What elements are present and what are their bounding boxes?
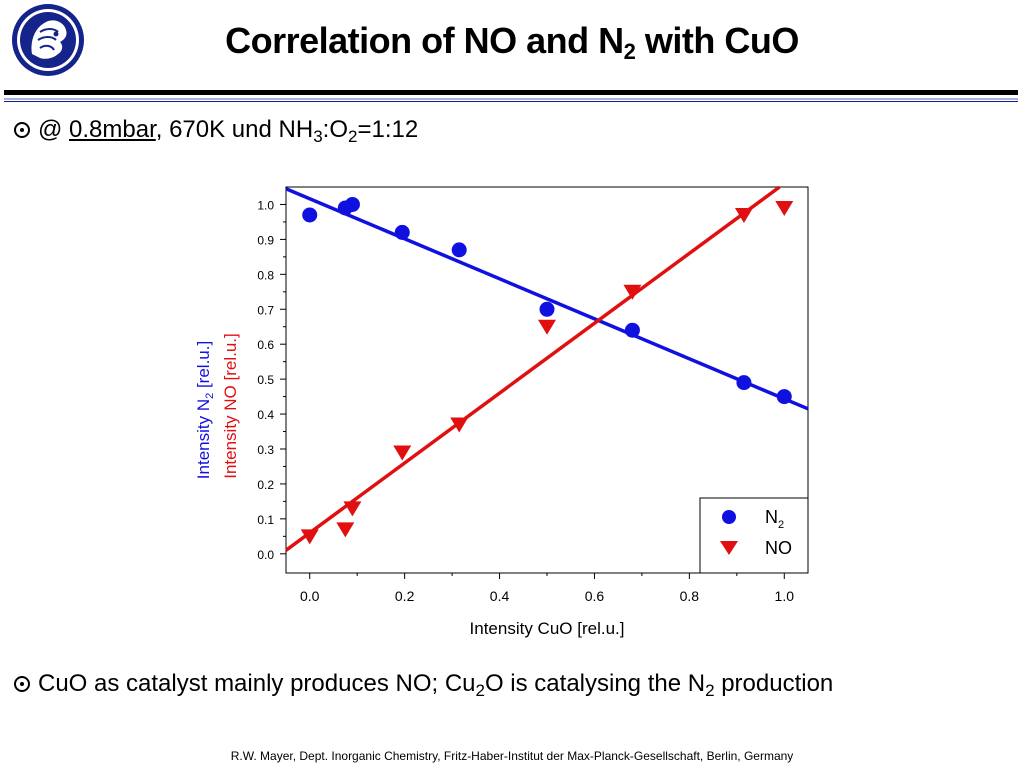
point-no [343, 501, 362, 517]
header-rule-dark [4, 101, 1018, 102]
point-n2 [776, 389, 792, 405]
legend-box [699, 497, 809, 574]
point-no [393, 445, 412, 461]
y-tick-label: 0.7 [257, 303, 274, 317]
y-tick-label: 0.5 [257, 373, 274, 387]
point-n2 [624, 322, 640, 338]
footer-credit: R.W. Mayer, Dept. Inorganic Chemistry, F… [230, 749, 794, 763]
bullet-icon [14, 122, 30, 138]
x-tick-label: 0.0 [300, 588, 320, 604]
y-tick-label: 0.6 [257, 338, 274, 352]
x-tick-label: 0.4 [490, 588, 510, 604]
page-title: Correlation of NO and N2 with CuO [225, 20, 799, 64]
y-axis-label-no: Intensity NO [rel.u.] [221, 333, 240, 479]
point-n2 [344, 196, 360, 212]
legend-no-label: NO [765, 538, 792, 558]
bullet-conditions: @ 0.8mbar, 670K und NH3:O2=1:12 [14, 116, 418, 145]
x-tick-label: 0.6 [585, 588, 605, 604]
x-tick-label: 0.8 [680, 588, 700, 604]
x-tick-label: 1.0 [775, 588, 795, 604]
y-tick-label: 0.9 [257, 233, 274, 247]
fit-line-n2 [285, 187, 809, 411]
legend: N2 NO [699, 497, 809, 574]
point-n2 [539, 301, 555, 317]
bullet-conclusion: CuO as catalyst mainly produces NO; Cu2O… [14, 670, 833, 699]
point-no [450, 417, 469, 433]
point-no [734, 207, 753, 223]
point-no [336, 522, 355, 538]
y-tick-label: 0.1 [257, 513, 274, 527]
legend-n2-marker [722, 510, 736, 524]
y-tick-label: 0.0 [257, 548, 274, 562]
point-no [538, 319, 556, 335]
y-tick-label: 0.3 [257, 443, 274, 457]
bullet-icon [14, 676, 30, 692]
point-no [623, 284, 642, 300]
x-axis-label: Intensity CuO [rel.u.] [470, 619, 625, 638]
y-tick-label: 0.2 [257, 478, 274, 492]
point-n2 [302, 207, 318, 223]
pressure-value: 0.8mbar [69, 116, 156, 143]
point-no [300, 529, 319, 545]
point-no [775, 200, 794, 216]
header-rule [4, 90, 1018, 95]
x-tick-label: 0.2 [395, 588, 415, 604]
legend-no-marker [720, 541, 738, 555]
point-n2 [451, 242, 467, 258]
y-tick-label: 0.8 [257, 268, 274, 282]
y-tick-label: 1.0 [257, 198, 274, 212]
y-tick-label: 0.4 [257, 408, 274, 422]
legend-n2-label: N2 [765, 507, 784, 531]
y-axis-label-n2: Intensity N2 [rel.u.] [194, 341, 216, 479]
max-planck-minerva-logo [12, 4, 84, 76]
fit-line-no [284, 185, 781, 552]
point-n2 [394, 224, 410, 240]
header-rule-light [4, 98, 1018, 100]
point-n2 [736, 375, 752, 391]
